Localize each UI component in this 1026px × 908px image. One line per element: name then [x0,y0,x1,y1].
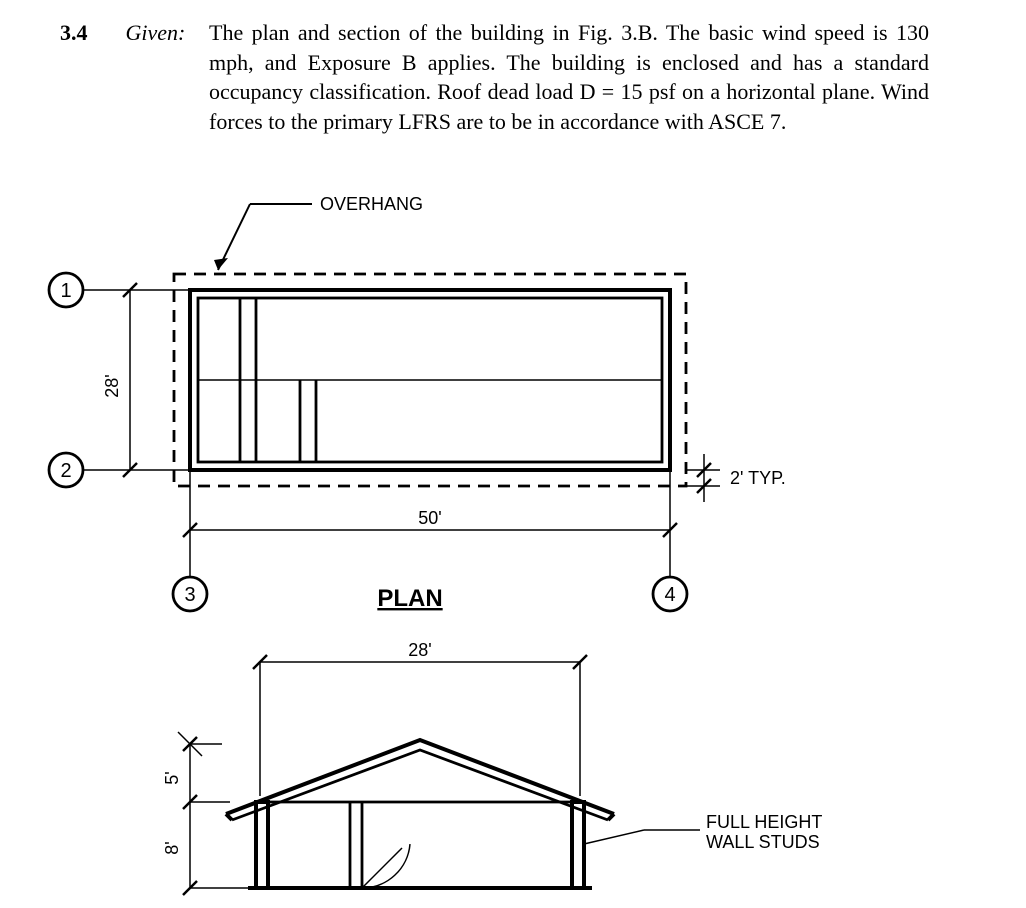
given-label: Given: [126,18,204,48]
section-walls [256,802,584,888]
svg-text:4: 4 [664,584,675,606]
grid-bubble-4: 4 [653,523,687,611]
problem-number: 3.4 [60,18,120,48]
grid-bubble-3: 3 [173,523,207,611]
plan-title: PLAN [377,585,442,612]
svg-text:8': 8' [162,841,182,854]
sec-left-dims: 5' 8' [162,732,260,895]
dim-50ft-label: 50' [418,508,441,528]
problem-header: 3.4 Given: The plan and section of the b… [60,18,960,137]
svg-text:5': 5' [162,771,182,784]
dim-typ-label: 2' TYP. [730,468,786,488]
given-body: The plan and section of the building in … [209,18,929,137]
note-full-height-label: FULL HEIGHT WALL STUDS [706,812,827,852]
dim-28ft-label: 28' [102,374,122,397]
note-full-height-studs [584,830,700,844]
svg-text:3: 3 [184,584,195,606]
section-interior-studs [350,802,410,888]
grid-bubble-1: 1 [49,273,137,307]
figure-3B: OVERHANG 2' TYP. 1 2 28' [0,180,1026,908]
dim-sec-28-label: 28' [408,640,431,660]
section-roof [226,740,614,820]
dim-overhang-typ: 2' TYP. [686,454,786,502]
overhang-label: OVERHANG [320,194,423,214]
grid-bubble-2: 2 [49,453,137,487]
svg-text:2: 2 [60,460,71,482]
svg-text:1: 1 [60,280,71,302]
